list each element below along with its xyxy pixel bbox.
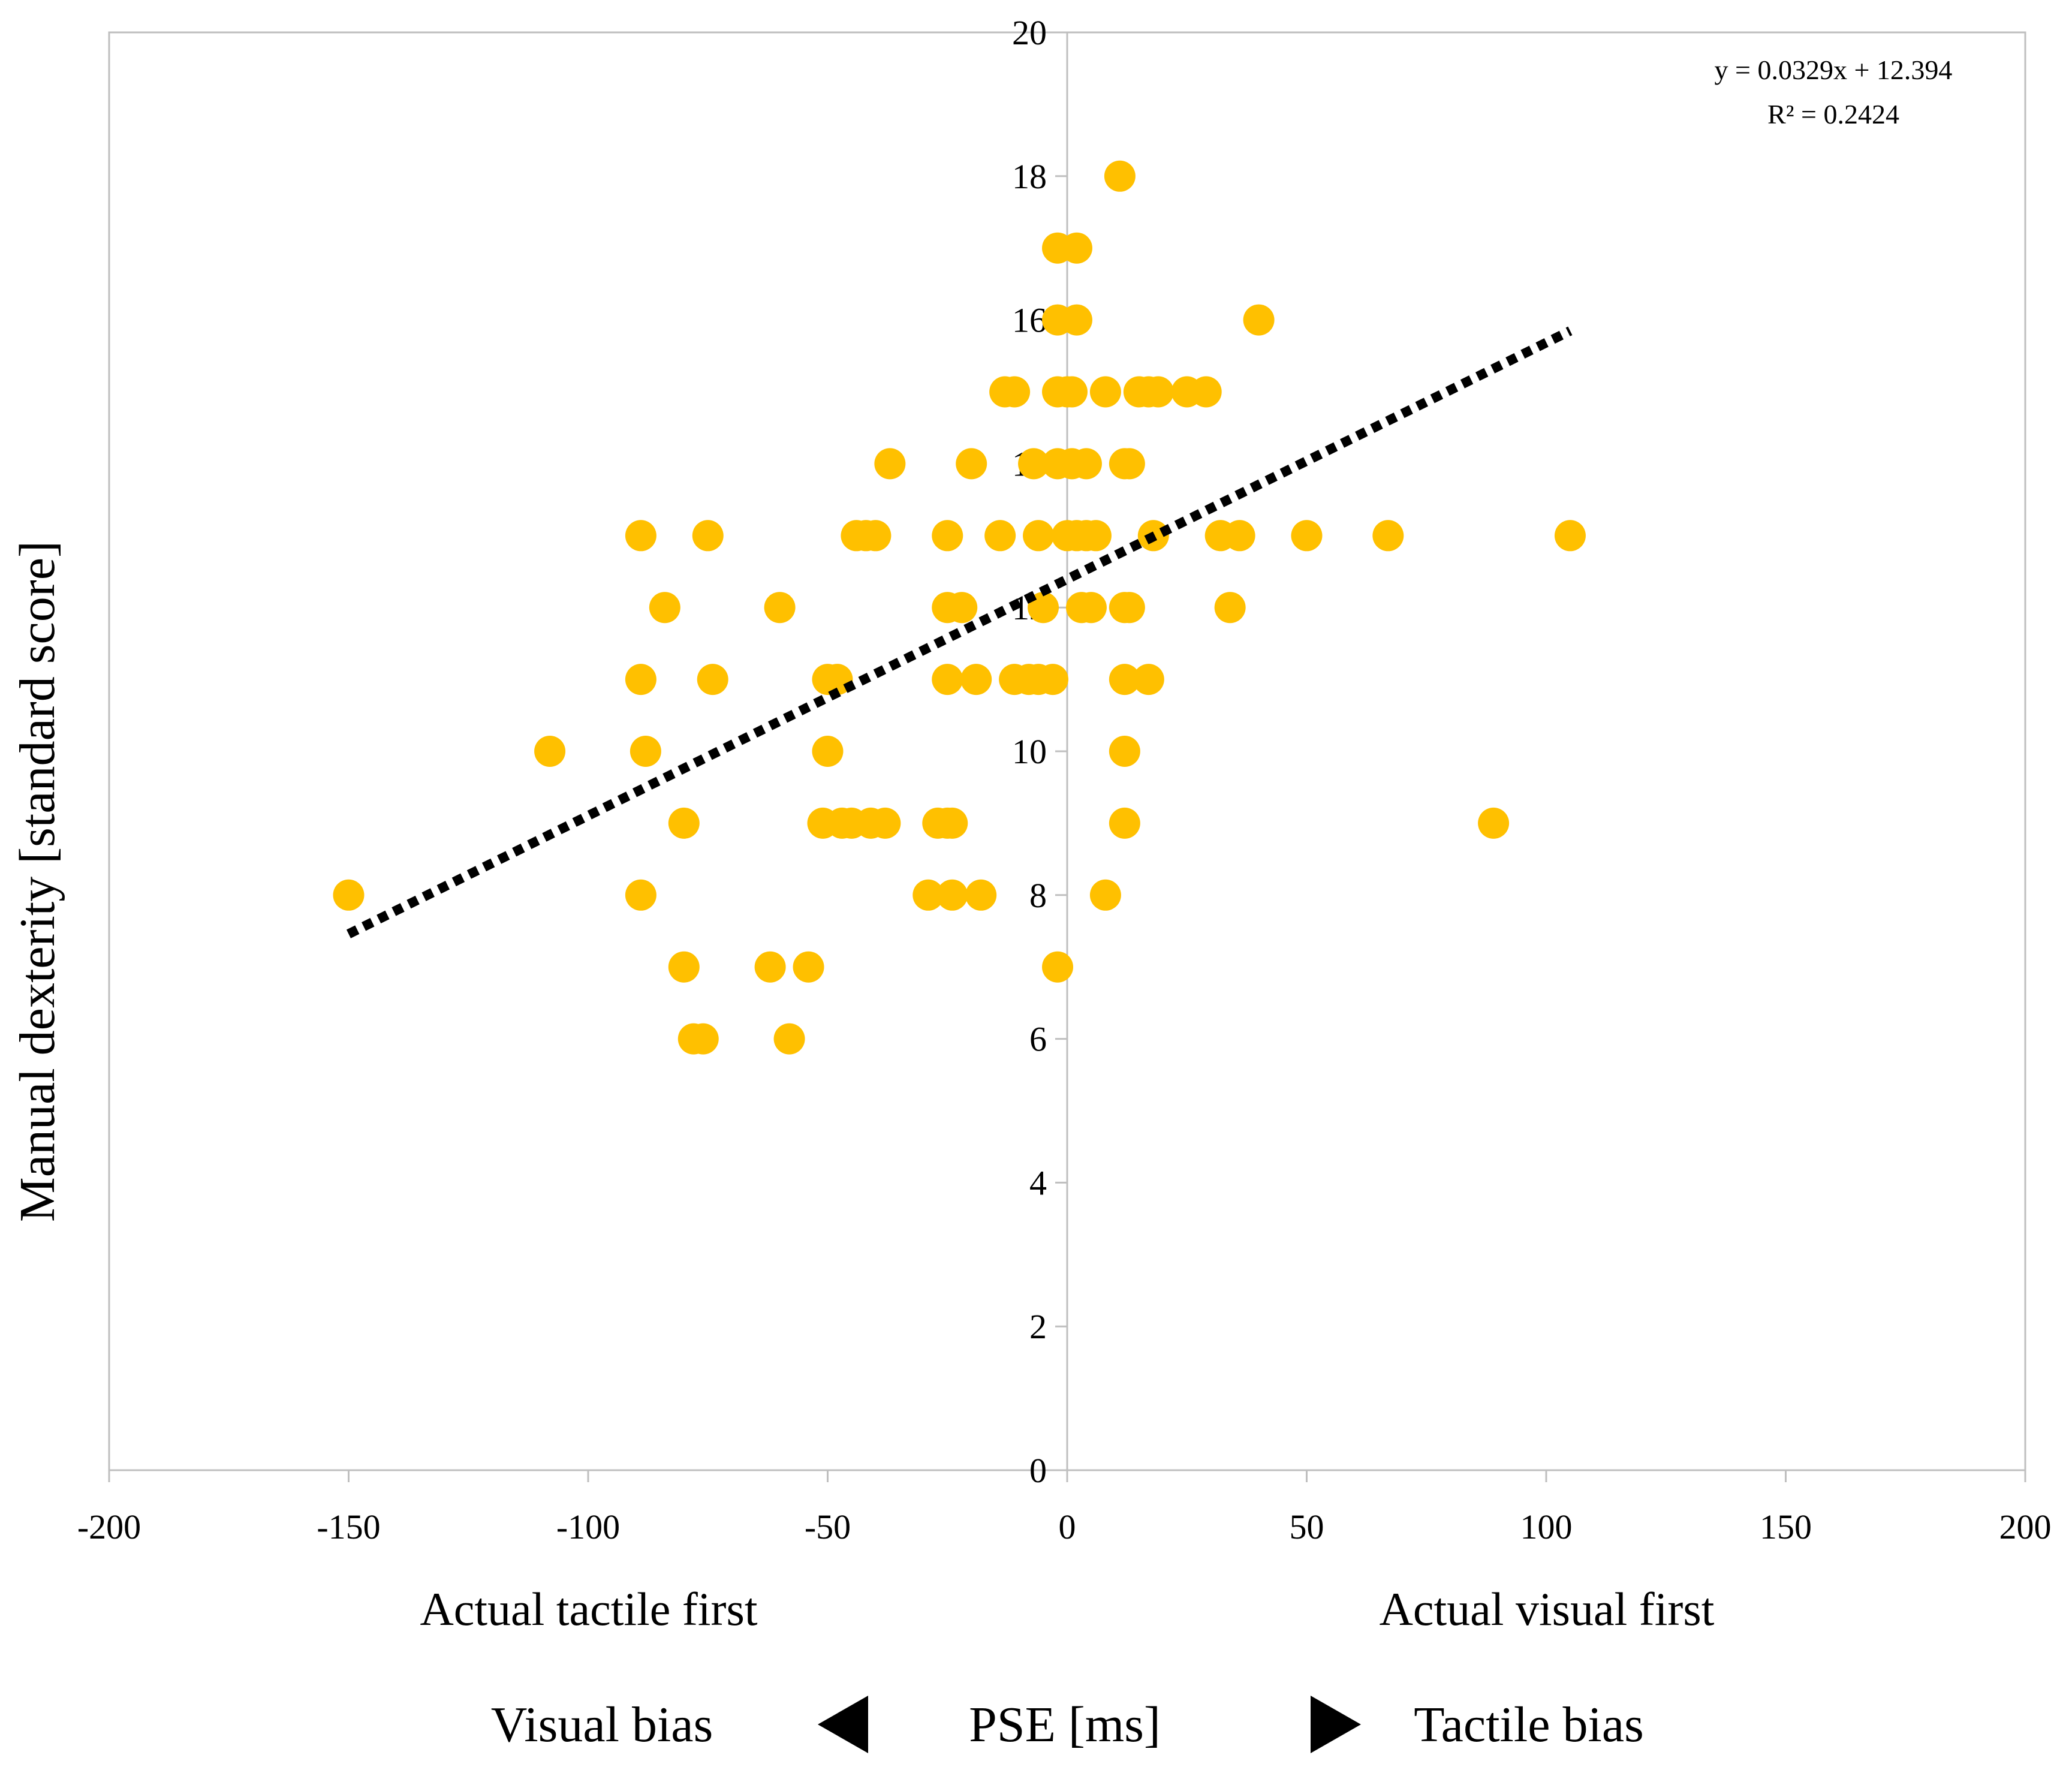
data-point xyxy=(764,592,796,624)
right-arrow-icon xyxy=(1311,1696,1361,1753)
data-point xyxy=(1018,448,1050,480)
data-point xyxy=(625,520,656,552)
x-tick-label: 200 xyxy=(1999,1507,2052,1546)
right-region-label: Actual visual first xyxy=(1380,1583,1715,1635)
data-point xyxy=(874,448,906,480)
data-point xyxy=(1109,807,1140,839)
visual-bias-label: Visual bias xyxy=(491,1697,713,1753)
data-point xyxy=(860,520,892,552)
y-tick-label: 0 xyxy=(1029,1451,1047,1490)
y-tick-label: 20 xyxy=(1012,13,1047,52)
data-point xyxy=(956,448,987,480)
data-point xyxy=(1190,376,1222,408)
data-point xyxy=(1291,520,1323,552)
data-point xyxy=(773,1023,805,1055)
data-point xyxy=(649,592,680,624)
data-point xyxy=(932,520,963,552)
left-arrow-icon xyxy=(818,1696,868,1753)
data-point xyxy=(1023,520,1055,552)
data-point xyxy=(984,520,1016,552)
data-point xyxy=(625,879,656,911)
data-point xyxy=(1554,520,1586,552)
data-point xyxy=(333,879,365,911)
data-point xyxy=(687,1023,719,1055)
data-point xyxy=(1113,592,1145,624)
x-tick-label: 0 xyxy=(1059,1507,1076,1546)
data-point xyxy=(932,664,963,696)
data-point xyxy=(1089,376,1121,408)
data-point xyxy=(625,664,656,696)
data-point xyxy=(1104,160,1136,192)
r-squared-label: R² = 0.2424 xyxy=(1767,99,1899,130)
y-axis-title: Manual dexterity [standard score] xyxy=(10,541,65,1222)
data-point xyxy=(692,520,724,552)
left-region-label: Actual tactile first xyxy=(420,1583,757,1635)
data-point xyxy=(936,807,968,839)
x-axis: -200 -150 -100 -50 0 50 100 150 200 xyxy=(77,1469,2052,1546)
data-point xyxy=(1042,951,1074,983)
data-point xyxy=(1056,376,1088,408)
data-point xyxy=(946,592,978,624)
data-point xyxy=(1109,736,1140,767)
data-point xyxy=(1037,664,1069,696)
y-tick-label: 8 xyxy=(1029,876,1047,915)
data-point xyxy=(1075,592,1107,624)
data-point xyxy=(754,951,786,983)
data-point xyxy=(1070,448,1102,480)
tactile-bias-label: Tactile bias xyxy=(1414,1697,1644,1753)
data-point xyxy=(1133,664,1164,696)
x-tick-label: 150 xyxy=(1760,1507,1812,1546)
y-tick-label: 16 xyxy=(1012,301,1047,340)
data-point xyxy=(912,879,944,911)
x-axis-title: PSE [ms] xyxy=(969,1697,1161,1753)
data-point xyxy=(869,807,901,839)
data-point xyxy=(1478,807,1510,839)
data-point xyxy=(1224,520,1255,552)
data-point xyxy=(965,879,997,911)
data-point xyxy=(630,736,661,767)
data-point xyxy=(1109,664,1140,696)
data-point xyxy=(1061,304,1092,336)
x-tick-label: -100 xyxy=(556,1507,620,1546)
data-point xyxy=(1061,232,1092,264)
data-point xyxy=(793,951,824,983)
data-point xyxy=(936,879,968,911)
data-point xyxy=(668,951,700,983)
data-point xyxy=(960,664,992,696)
y-tick-label: 2 xyxy=(1029,1307,1047,1346)
x-tick-label: -150 xyxy=(317,1507,380,1546)
y-tick-label: 10 xyxy=(1012,732,1047,771)
x-tick-label: -200 xyxy=(77,1507,141,1546)
y-tick-label: 4 xyxy=(1029,1163,1047,1202)
x-tick-label: 100 xyxy=(1520,1507,1573,1546)
x-tick-label: -50 xyxy=(805,1507,851,1546)
trendline-equation: y = 0.0329x + 12.394 xyxy=(1715,55,1953,85)
data-point xyxy=(1089,879,1121,911)
y-tick-label: 6 xyxy=(1029,1020,1047,1059)
data-point xyxy=(668,807,700,839)
data-points xyxy=(333,160,1586,1055)
x-tick-label: 50 xyxy=(1290,1507,1324,1546)
data-point xyxy=(1080,520,1112,552)
data-point xyxy=(1243,304,1275,336)
data-point xyxy=(1142,376,1174,408)
data-point xyxy=(1113,448,1145,480)
y-tick-label: 18 xyxy=(1012,157,1047,196)
data-point xyxy=(1214,592,1246,624)
data-point xyxy=(697,664,728,696)
data-point xyxy=(999,376,1031,408)
data-point xyxy=(812,736,844,767)
trendline xyxy=(346,326,1573,938)
data-point xyxy=(1372,520,1404,552)
data-point xyxy=(534,736,566,767)
